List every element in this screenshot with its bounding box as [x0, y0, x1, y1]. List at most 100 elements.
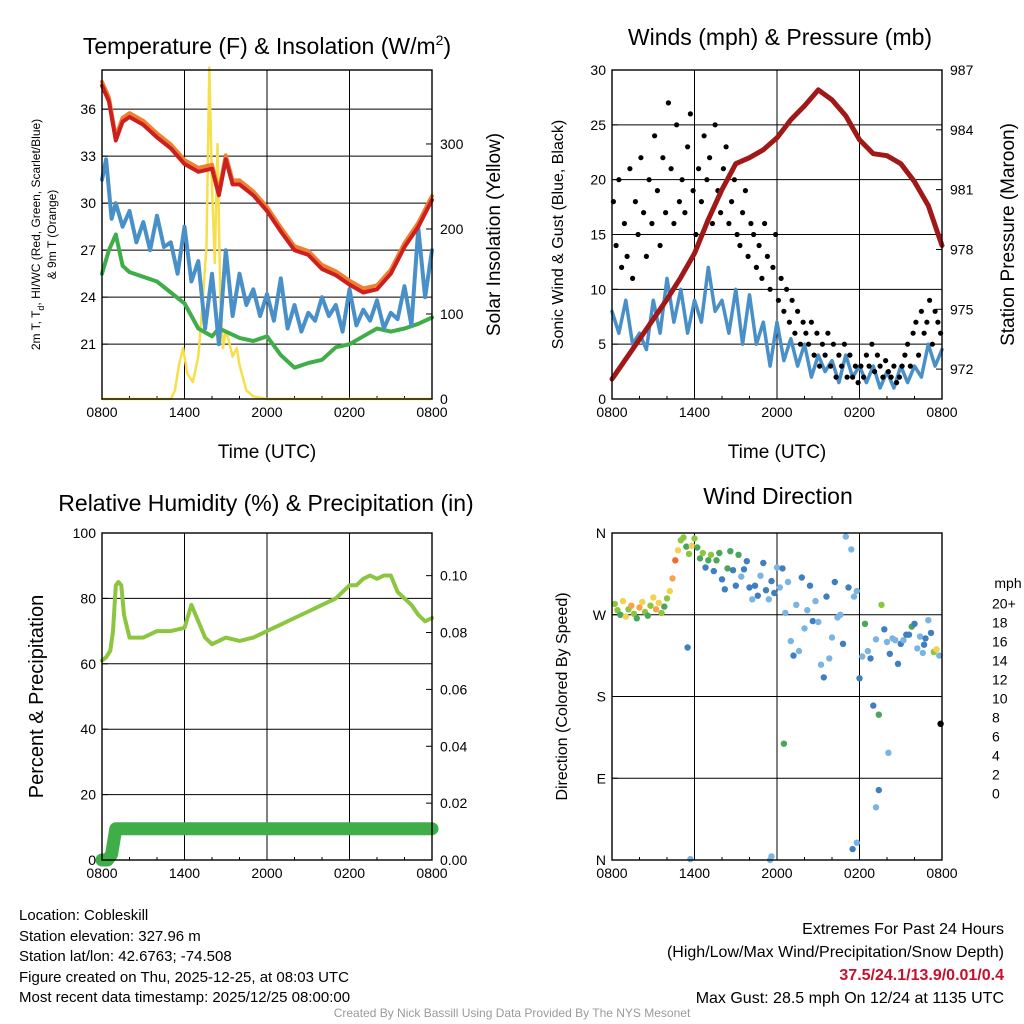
- gust-point: [674, 122, 680, 128]
- wind-y2-tick-label: 981: [950, 182, 974, 198]
- gust-point: [894, 380, 900, 386]
- wind-direction-point: [619, 597, 627, 605]
- wind-direction-point: [894, 660, 902, 667]
- wind-direction-point: [622, 613, 629, 620]
- dewpoint-line: [100, 232, 434, 370]
- wind-y2-tick-label: 984: [950, 122, 974, 138]
- gust-point: [690, 188, 696, 194]
- wind-direction-point: [713, 557, 720, 564]
- rh-y-tick-label: 60: [80, 656, 96, 672]
- gust-point: [627, 166, 633, 172]
- gust-point: [731, 177, 738, 183]
- gust-point: [811, 352, 817, 358]
- gust-point: [844, 374, 850, 380]
- gust-point: [745, 253, 751, 259]
- temp-y2-tick-label: 100: [440, 306, 464, 322]
- wind-direction-point: [636, 604, 643, 611]
- gust-point: [663, 210, 669, 216]
- temperature-line: [100, 83, 434, 295]
- wind-y-tick-label: 25: [590, 117, 606, 133]
- wind-direction-point: [751, 582, 759, 589]
- gust-point: [778, 275, 784, 281]
- wind-y2-tick-label: 978: [950, 241, 974, 257]
- wind-direction-point: [881, 626, 888, 633]
- wind-x-axis-label: Time (UTC): [728, 442, 827, 463]
- wind-direction-point: [716, 549, 723, 557]
- temp-y-label-part1: 2m T, T: [29, 310, 43, 350]
- colorbar-label: 14: [992, 653, 1008, 669]
- gust-point: [660, 155, 666, 161]
- gust-point: [828, 363, 834, 369]
- gust-point: [880, 374, 886, 380]
- wind-direction-point: [644, 612, 651, 619]
- gust-point: [712, 122, 718, 128]
- wind-direction-point: [793, 601, 800, 608]
- gust-point: [885, 369, 892, 375]
- gust-point: [619, 264, 625, 270]
- wind-direction-point: [746, 584, 753, 591]
- gust-point: [696, 166, 702, 172]
- wind-direction-point: [798, 574, 805, 581]
- wind-direction-point: [936, 652, 943, 659]
- gust-point: [748, 220, 754, 227]
- wind-direction-point: [870, 702, 877, 709]
- wind-y-tick-label: 15: [590, 227, 606, 243]
- wind-direction-point: [729, 567, 737, 574]
- gust-point: [687, 111, 694, 117]
- rh-chart-title: Relative Humidity (%) & Precipitation (i…: [58, 490, 473, 516]
- gust-point: [638, 155, 644, 161]
- rh-y2-tick-label: 0.02: [440, 795, 467, 811]
- wind-direction-point: [916, 633, 924, 640]
- gust-point: [877, 363, 883, 369]
- wind-direction-point: [743, 558, 750, 565]
- wind-direction-point: [727, 548, 734, 555]
- wind-direction-point: [718, 576, 726, 583]
- gust-point: [649, 220, 655, 227]
- wind-direction-point: [663, 595, 671, 602]
- wind-direction-point: [754, 592, 761, 599]
- wind-direction-point: [699, 549, 706, 557]
- temp-y-axis-label-line1: 2m T, Td, HI/WC (Red, Green, Scarlet/Blu…: [29, 119, 46, 350]
- wind-y2-tick-label: 987: [950, 62, 974, 78]
- wind-direction-point: [853, 839, 860, 846]
- wind-direction-point: [842, 533, 849, 540]
- wind-direction-point: [922, 635, 929, 642]
- gust-point: [872, 369, 878, 375]
- gust-point: [737, 242, 743, 249]
- wind-direction-point: [845, 584, 852, 591]
- dir-y-tick-label: S: [597, 689, 606, 705]
- gust-point: [814, 330, 820, 336]
- wind-direction-point: [839, 640, 847, 647]
- gust-point: [759, 275, 765, 281]
- gust-point: [786, 319, 793, 325]
- gust-point: [709, 220, 716, 227]
- gust-point: [657, 242, 663, 249]
- gust-point: [800, 319, 806, 325]
- gust-point: [773, 231, 779, 238]
- wind-direction-point: [850, 593, 858, 600]
- wind-y-tick-label: 20: [590, 172, 606, 188]
- wind-direction-point: [683, 543, 690, 550]
- gust-point: [916, 352, 922, 358]
- rh-y2-tick-label: 0.06: [440, 681, 467, 697]
- wind-direction-point: [674, 547, 682, 554]
- wind-direction-point: [937, 720, 944, 727]
- wind-y-axis-label: Sonic Wind & Gust (Blue, Black): [550, 120, 567, 349]
- gust-point: [855, 380, 861, 386]
- wind-direction-point: [771, 589, 778, 597]
- gust-point: [767, 286, 773, 292]
- wind-direction-point: [757, 572, 764, 579]
- gust-point: [839, 363, 845, 369]
- rh-y-tick-label: 20: [80, 787, 96, 803]
- temp-y2-tick-label: 0: [440, 391, 448, 407]
- wind-direction-point: [685, 550, 693, 558]
- wind-y-tick-label: 5: [598, 336, 606, 352]
- gust-point: [866, 363, 872, 369]
- rh-y-tick-label: 0: [88, 852, 96, 868]
- wind-direction-point: [801, 625, 808, 632]
- gust-point: [770, 264, 776, 270]
- dir-chart-title: Wind Direction: [703, 483, 853, 509]
- gust-point: [635, 231, 641, 238]
- wind-direction-point: [780, 740, 788, 747]
